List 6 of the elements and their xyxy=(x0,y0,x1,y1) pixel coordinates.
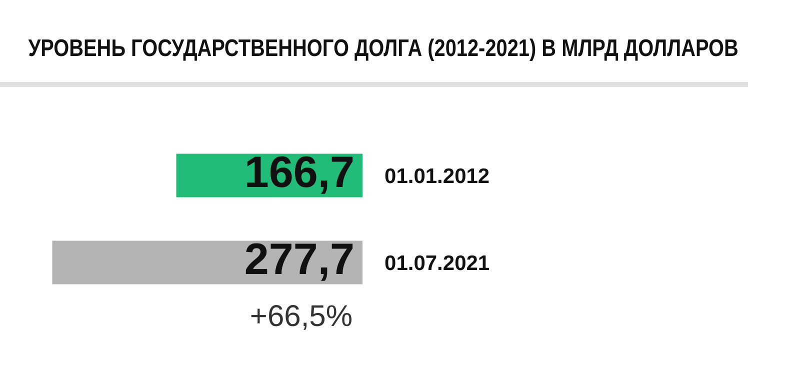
data-label: 166,7 xyxy=(244,148,355,198)
y-tick-label: 01.01.2012 xyxy=(384,165,490,188)
chart-title: УРОВЕНЬ ГОСУДАРСТВЕННОГО ДОЛГА (2012-2021) В МЛРД ДОЛЛАРОВ xyxy=(27,34,738,64)
data-label: 277,7 xyxy=(244,235,355,284)
y-tick-label: 01.07.2021 xyxy=(384,252,490,276)
annotation: +66,5% xyxy=(250,300,353,333)
